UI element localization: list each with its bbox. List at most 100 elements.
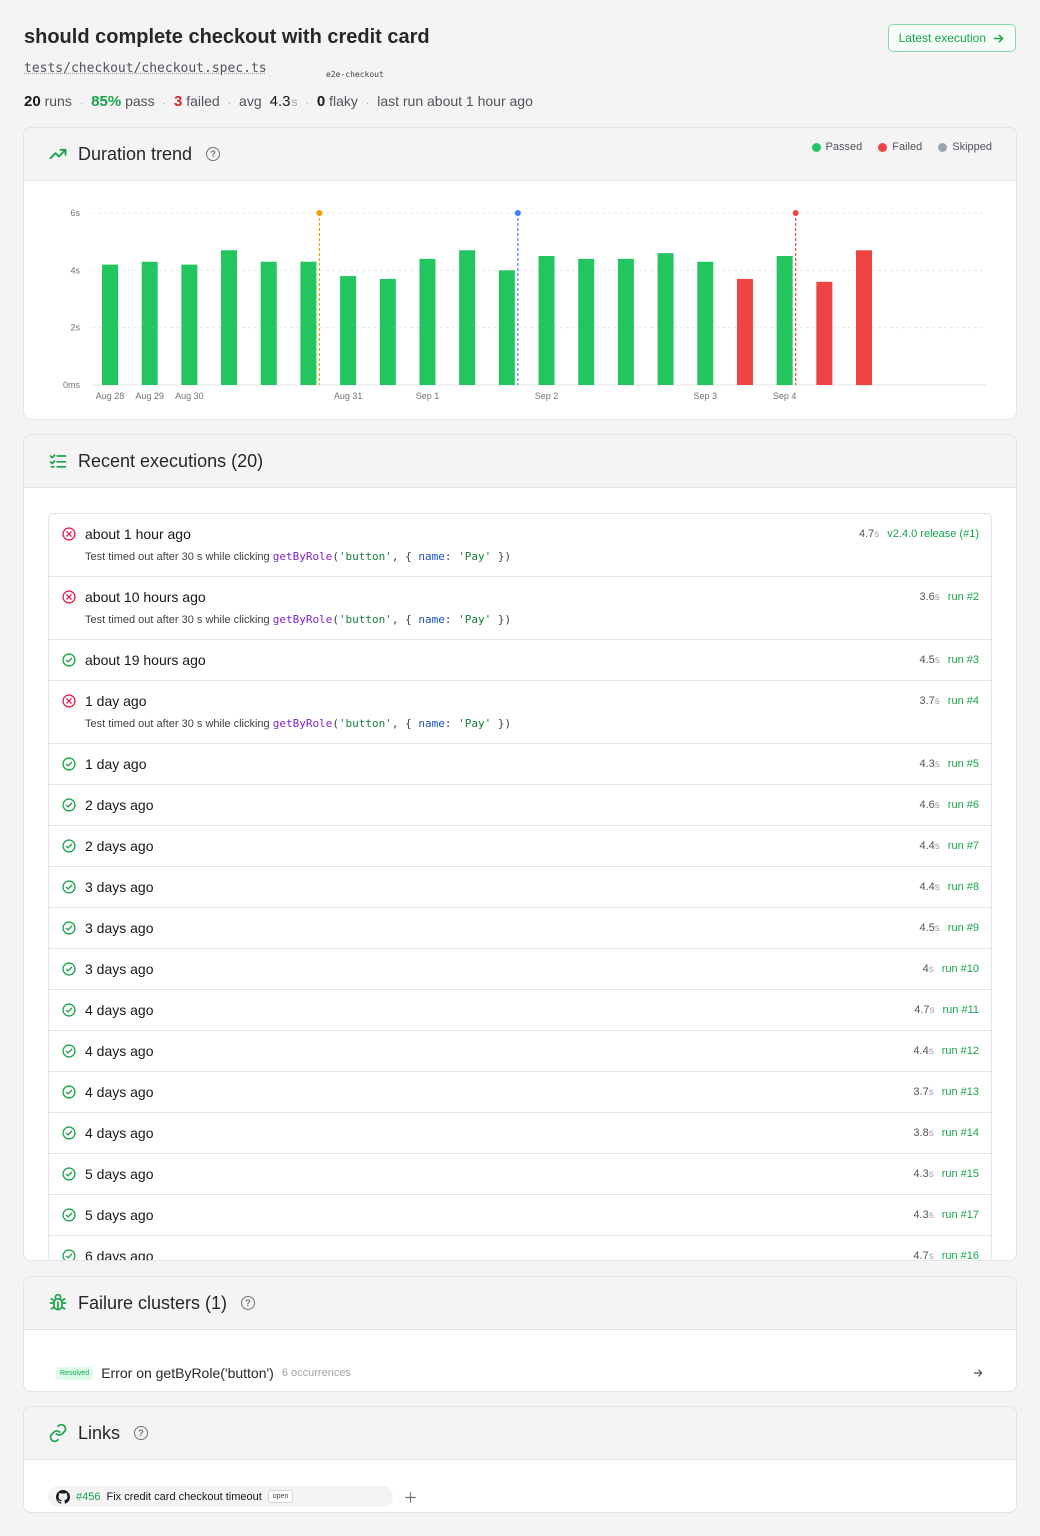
- latest-execution-button[interactable]: Latest execution: [887, 24, 1016, 52]
- chart-bar[interactable]: [340, 276, 357, 385]
- arrow-right-icon: [993, 34, 1004, 42]
- chart-bar[interactable]: [260, 261, 277, 385]
- help-icon[interactable]: ?: [134, 1426, 149, 1440]
- execution-run-link[interactable]: run #15: [941, 1168, 979, 1180]
- chart-bar[interactable]: [816, 281, 833, 385]
- chart-bar[interactable]: [617, 258, 634, 385]
- chart-bar[interactable]: [141, 261, 158, 385]
- error-message-part: 'Pay': [458, 550, 492, 563]
- execution-run-link[interactable]: run #10: [941, 963, 979, 975]
- legend-passed[interactable]: Passed: [811, 141, 862, 153]
- chart-bar[interactable]: [181, 264, 198, 385]
- execution-row[interactable]: about 1 hour ago 4.7s v2.4.0 release (#1) T…: [49, 514, 991, 577]
- execution-duration: 4.3s: [913, 1209, 933, 1221]
- annotation-marker-dot[interactable]: [316, 210, 323, 216]
- executions-scroll-area[interactable]: about 1 hour ago 4.7s v2.4.0 release (#1) T…: [24, 489, 1016, 1261]
- help-icon[interactable]: ?: [241, 1296, 256, 1310]
- check-circle-icon: [62, 1126, 76, 1140]
- separator-dot: ·: [365, 98, 370, 109]
- test-file-path[interactable]: tests/checkout/checkout.spec.ts: [24, 61, 267, 76]
- chart-bar[interactable]: [419, 258, 436, 385]
- execution-run-link[interactable]: run #3: [947, 654, 979, 666]
- trending-up-icon: [49, 148, 67, 160]
- linked-pr[interactable]: #456 Fix credit card checkout timeout op…: [48, 1486, 393, 1507]
- execution-run-link[interactable]: run #17: [941, 1209, 979, 1221]
- x-circle-icon: [62, 694, 76, 708]
- execution-row[interactable]: 4 days ago 4.4s run #12: [49, 1031, 991, 1072]
- duration-value: 4.5: [919, 922, 935, 934]
- execution-run-link[interactable]: run #7: [947, 840, 979, 852]
- execution-meta: 4.3s run #17: [913, 1209, 979, 1221]
- chart-bar[interactable]: [221, 250, 238, 385]
- execution-meta: 4.7s run #16: [913, 1250, 979, 1261]
- execution-row[interactable]: 3 days ago 4.4s run #8: [49, 867, 991, 908]
- execution-run-link[interactable]: run #9: [947, 922, 979, 934]
- chart-bar[interactable]: [776, 256, 793, 385]
- chart-bar[interactable]: [538, 256, 555, 385]
- execution-row[interactable]: 5 days ago 4.3s run #17: [49, 1195, 991, 1236]
- execution-run-link[interactable]: run #4: [947, 695, 979, 707]
- execution-row[interactable]: about 10 hours ago 3.6s run #2 Test timed o…: [49, 577, 991, 640]
- help-icon[interactable]: ?: [206, 147, 221, 161]
- add-link-icon[interactable]: [404, 1491, 417, 1504]
- execution-meta: 4.5s run #9: [920, 922, 980, 934]
- execution-run-link[interactable]: run #6: [947, 799, 979, 811]
- execution-run-link[interactable]: run #11: [942, 1004, 980, 1016]
- execution-row[interactable]: 4 days ago 3.7s run #13: [49, 1072, 991, 1113]
- chart-bar[interactable]: [736, 278, 753, 385]
- execution-run-link[interactable]: run #8: [947, 881, 979, 893]
- execution-row[interactable]: 4 days ago 3.8s run #14: [49, 1113, 991, 1154]
- chart-bar[interactable]: [578, 258, 595, 385]
- execution-row[interactable]: 6 days ago 4.7s run #16: [49, 1236, 991, 1261]
- annotation-marker-dot[interactable]: [514, 210, 521, 216]
- chart-bar[interactable]: [856, 250, 872, 385]
- recent-executions-header: Recent executions (20): [24, 435, 1016, 488]
- list-checks-icon: [49, 454, 67, 468]
- error-message-part: name: [418, 613, 445, 626]
- execution-row[interactable]: 4 days ago 4.7s run #11: [49, 990, 991, 1031]
- execution-time: 3 days ago: [85, 879, 154, 895]
- duration-unit: s: [874, 529, 880, 540]
- annotation-marker-dot[interactable]: [792, 210, 799, 216]
- legend-skipped[interactable]: Skipped: [938, 141, 992, 153]
- separator-dot: ·: [227, 98, 232, 109]
- execution-row[interactable]: 3 days ago 4.5s run #9: [49, 908, 991, 949]
- execution-run-link[interactable]: v2.4.0 release (#1): [887, 528, 979, 540]
- error-message: Test timed out after 30 s while clicking…: [85, 550, 511, 563]
- chart-bar[interactable]: [498, 270, 515, 385]
- execution-row[interactable]: 1 day ago 3.7s run #4 Test timed out after …: [49, 681, 991, 744]
- execution-row[interactable]: 5 days ago 4.3s run #15: [49, 1154, 991, 1195]
- chart-bar[interactable]: [300, 261, 317, 385]
- chart-bar[interactable]: [657, 253, 674, 385]
- error-message-part: 'button': [338, 717, 392, 730]
- execution-duration: 4.7s: [914, 1004, 934, 1016]
- chart-bar[interactable]: [697, 261, 714, 385]
- test-stats: 20 runs · 85% pass · 3 failed · avg 4.3 …: [24, 93, 533, 110]
- execution-run-link[interactable]: run #13: [941, 1086, 979, 1098]
- execution-time: about 10 hours ago: [85, 589, 206, 605]
- links-header: Links ?: [24, 1407, 1016, 1460]
- execution-row[interactable]: about 19 hours ago 4.5s run #3: [49, 640, 991, 681]
- execution-run-link[interactable]: run #2: [947, 591, 979, 603]
- execution-row[interactable]: 3 days ago 4s run #10: [49, 949, 991, 990]
- runs-count: 20: [24, 93, 41, 110]
- execution-row[interactable]: 1 day ago 4.3s run #5: [49, 744, 991, 785]
- duration-unit: s: [934, 841, 940, 852]
- legend-swatch-passed: [811, 142, 821, 152]
- execution-row[interactable]: 2 days ago 4.6s run #6: [49, 785, 991, 826]
- clusters-body: Resolved Error on getByRole('button') 6 …: [24, 1330, 1016, 1391]
- execution-run-link[interactable]: run #14: [941, 1127, 979, 1139]
- execution-run-link[interactable]: run #12: [941, 1045, 979, 1057]
- execution-row[interactable]: 2 days ago 4.4s run #7: [49, 826, 991, 867]
- check-circle-icon: [62, 962, 76, 976]
- execution-run-link[interactable]: run #5: [947, 758, 979, 770]
- chart-bar[interactable]: [459, 250, 476, 385]
- chart-bar[interactable]: [102, 264, 118, 385]
- failure-cluster-item[interactable]: Resolved Error on getByRole('button') 6 …: [56, 1362, 984, 1384]
- execution-duration: 3.7s: [920, 695, 940, 707]
- avg-unit: s: [291, 95, 298, 109]
- error-message-part: getByRole: [272, 550, 333, 563]
- chart-bar[interactable]: [379, 278, 396, 385]
- legend-failed[interactable]: Failed: [878, 141, 922, 153]
- execution-run-link[interactable]: run #16: [941, 1250, 979, 1261]
